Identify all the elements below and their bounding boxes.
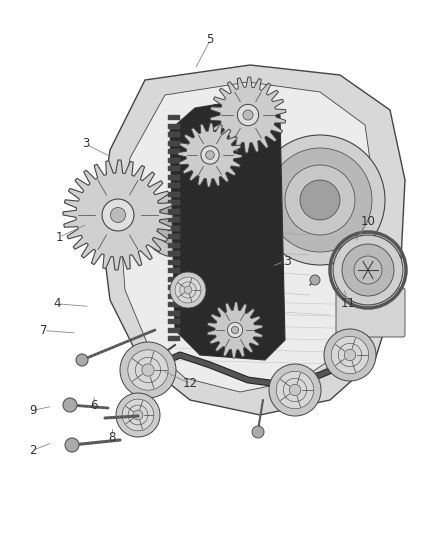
Circle shape (231, 326, 239, 334)
FancyBboxPatch shape (336, 288, 405, 337)
Circle shape (344, 349, 356, 361)
Text: 13: 13 (277, 255, 292, 268)
Circle shape (243, 110, 253, 120)
Circle shape (331, 336, 369, 374)
Text: 6: 6 (90, 399, 98, 411)
Circle shape (338, 343, 362, 367)
Bar (168, 268, 180, 273)
Bar (168, 149, 180, 154)
Circle shape (252, 426, 264, 438)
Circle shape (110, 207, 126, 223)
Circle shape (76, 354, 88, 366)
Circle shape (120, 342, 176, 398)
Circle shape (63, 398, 77, 412)
Circle shape (342, 244, 394, 296)
Text: 3: 3 (82, 138, 89, 150)
Bar (168, 260, 180, 264)
Polygon shape (178, 123, 242, 187)
Circle shape (135, 358, 161, 383)
Circle shape (276, 372, 314, 409)
Bar (168, 302, 180, 307)
Bar (168, 225, 180, 230)
Circle shape (65, 438, 79, 452)
Text: 4: 4 (53, 297, 61, 310)
Bar (168, 277, 180, 281)
Bar (168, 243, 180, 247)
Bar (168, 208, 180, 214)
Circle shape (142, 364, 154, 376)
Bar (168, 200, 180, 205)
Text: 11: 11 (341, 297, 356, 310)
Circle shape (283, 378, 307, 402)
Circle shape (175, 277, 201, 303)
Circle shape (133, 410, 143, 420)
Polygon shape (210, 77, 286, 153)
Bar (168, 336, 180, 341)
Bar (168, 141, 180, 146)
Bar (168, 251, 180, 256)
Bar (168, 294, 180, 298)
Circle shape (180, 282, 196, 298)
Bar (168, 319, 180, 324)
Circle shape (143, 193, 207, 257)
Bar (168, 157, 180, 163)
Bar (168, 174, 180, 180)
Bar (168, 132, 180, 137)
Circle shape (300, 180, 340, 220)
Text: 9: 9 (29, 404, 37, 417)
Circle shape (255, 135, 385, 265)
Text: 8: 8 (108, 431, 115, 443)
Circle shape (333, 235, 403, 305)
Bar (168, 327, 180, 333)
Circle shape (155, 205, 195, 245)
Text: 7: 7 (40, 324, 48, 337)
Bar (168, 183, 180, 188)
Polygon shape (170, 98, 285, 360)
Text: 2: 2 (29, 444, 37, 457)
Circle shape (184, 286, 192, 294)
Text: 12: 12 (183, 377, 198, 390)
Text: 1: 1 (55, 231, 63, 244)
Bar (168, 234, 180, 239)
Text: 10: 10 (360, 215, 375, 228)
Circle shape (116, 393, 160, 437)
Bar (168, 115, 180, 120)
Circle shape (128, 350, 168, 390)
Polygon shape (63, 160, 173, 270)
Circle shape (310, 275, 320, 285)
Circle shape (227, 322, 243, 337)
Polygon shape (100, 65, 405, 415)
Circle shape (285, 165, 355, 235)
Bar (168, 311, 180, 316)
Circle shape (122, 399, 154, 431)
Bar (168, 166, 180, 171)
Circle shape (128, 405, 148, 425)
Circle shape (102, 199, 134, 231)
Circle shape (354, 256, 382, 284)
Circle shape (268, 148, 372, 252)
Bar (168, 124, 180, 128)
Circle shape (170, 272, 206, 308)
Polygon shape (207, 302, 263, 358)
Circle shape (201, 146, 219, 164)
Bar (168, 191, 180, 197)
Bar (168, 285, 180, 290)
Circle shape (289, 384, 301, 395)
Bar (168, 217, 180, 222)
Text: 5: 5 (207, 34, 214, 46)
Circle shape (237, 104, 259, 126)
Polygon shape (120, 82, 375, 392)
Circle shape (206, 151, 214, 159)
Circle shape (269, 364, 321, 416)
Circle shape (324, 329, 376, 381)
